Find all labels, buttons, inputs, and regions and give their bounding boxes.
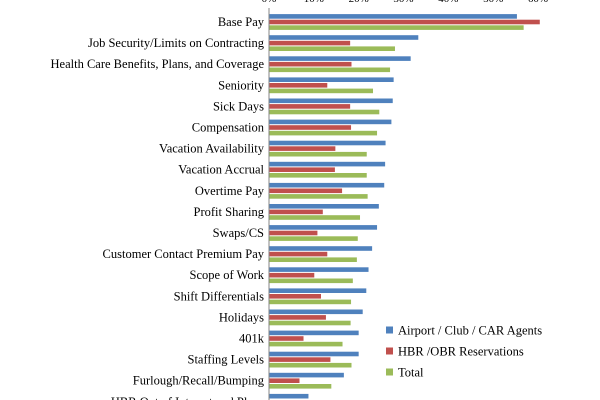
x-tick-label: 50%	[483, 0, 503, 5]
bar-total	[269, 278, 353, 284]
category-label: Swaps/CS	[213, 226, 264, 240]
bar-total	[269, 88, 374, 94]
legend-label: Total	[398, 366, 424, 380]
bar-reservations	[269, 378, 300, 383]
bar-reservations	[269, 357, 331, 362]
bar-airport	[269, 77, 394, 82]
bar-total	[269, 109, 380, 115]
bar-total	[269, 67, 391, 73]
bar-reservations	[269, 315, 326, 320]
category-label: 401k	[239, 332, 265, 346]
legend-swatch	[386, 368, 393, 376]
bar-reservations	[269, 230, 318, 236]
bar-total	[269, 299, 352, 305]
bar-reservations	[269, 125, 352, 130]
bar-airport	[269, 98, 393, 104]
category-label: Sick Days	[213, 99, 264, 113]
category-label: Overtime Pay	[195, 184, 265, 198]
bar-reservations	[269, 188, 343, 194]
bar-reservations	[269, 167, 335, 172]
bar-total	[269, 384, 332, 389]
category-label: Profit Sharing	[194, 205, 265, 219]
legend-swatch	[386, 347, 393, 355]
legend-label: Airport / Club / CAR Agents	[398, 324, 542, 338]
bar-airport	[269, 35, 419, 40]
bar-airport	[269, 182, 385, 188]
x-tick-label: 10%	[304, 0, 324, 5]
category-label: Furlough/Recall/Bumping	[133, 374, 265, 388]
bar-reservations	[269, 61, 352, 67]
bar-reservations	[269, 272, 315, 278]
bar-reservations	[269, 146, 336, 151]
category-label: Shift Differentials	[174, 289, 265, 303]
category-label: Staffing Levels	[188, 353, 265, 367]
bar-airport	[269, 161, 386, 167]
x-axis-ticks: 0% 10% 20% 30% 40% 50% 60%	[262, 0, 548, 5]
bar-reservations	[269, 209, 323, 215]
category-label: Base Pay	[218, 15, 265, 29]
x-tick-label: 0%	[262, 0, 277, 5]
category-label: Health Care Benefits, Plans, and Coverag…	[51, 57, 265, 71]
bar-airport	[269, 246, 373, 251]
bars	[269, 14, 540, 399]
bar-total	[269, 194, 368, 199]
category-labels: Base Pay Job Security/Limits on Contracti…	[51, 15, 265, 400]
bar-total	[269, 341, 343, 347]
category-label: Seniority	[218, 78, 265, 92]
bar-total	[269, 151, 367, 157]
bar-reservations	[269, 336, 304, 341]
bar-airport	[269, 204, 379, 209]
x-tick-label: 40%	[438, 0, 458, 5]
legend-label: HBR /OBR Reservations	[398, 345, 524, 359]
bar-total	[269, 215, 361, 220]
x-tick-label: 30%	[393, 0, 413, 5]
bar-airport	[269, 309, 363, 315]
bar-reservations	[269, 294, 322, 299]
bar-total	[269, 130, 378, 136]
category-label: Holidays	[219, 310, 264, 324]
bar-total	[269, 46, 395, 51]
category-label: Compensation	[192, 121, 265, 135]
category-label: Vacation Availability	[159, 142, 265, 156]
bar-reservations	[269, 40, 351, 46]
bar-total	[269, 257, 357, 262]
bar-airport	[269, 267, 369, 272]
category-label: Vacation Accrual	[178, 163, 264, 177]
bar-airport	[269, 288, 367, 293]
bar-airport	[269, 351, 359, 357]
bar-reservations	[269, 83, 328, 88]
bar-total	[269, 320, 351, 326]
category-label: Scope of Work	[190, 268, 265, 282]
bar-airport	[269, 119, 392, 125]
bar-airport	[269, 56, 411, 61]
bar-airport	[269, 225, 378, 230]
bar-airport	[269, 393, 309, 399]
bar-airport	[269, 372, 344, 378]
bar-airport	[269, 330, 359, 336]
category-label: Job Security/Limits on Contracting	[88, 36, 265, 50]
x-tick-label: 60%	[528, 0, 548, 5]
bar-total	[269, 173, 367, 178]
bar-total	[269, 236, 358, 241]
x-tick-label: 20%	[349, 0, 369, 5]
bar-total	[269, 362, 352, 368]
bar-reservations	[269, 251, 328, 257]
bar-reservations	[269, 19, 540, 25]
bar-reservations	[269, 104, 351, 109]
legend: Airport / Club / CAR Agents HBR /OBR Rese…	[386, 324, 542, 380]
bar-airport	[269, 140, 386, 146]
legend-swatch	[386, 326, 393, 334]
bar-airport	[269, 14, 517, 19]
category-label: HBR Out of Interest and Plans	[111, 395, 264, 400]
category-label: Customer Contact Premium Pay	[103, 247, 265, 261]
bar-total	[269, 25, 524, 30]
